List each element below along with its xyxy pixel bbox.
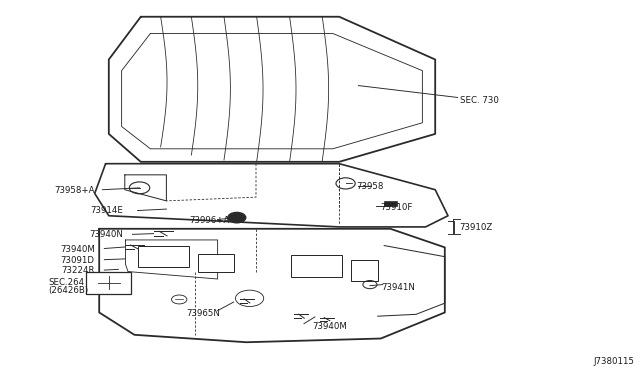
Text: 73941N: 73941N (381, 283, 415, 292)
Bar (291, 255, 342, 277)
Text: 73996+A: 73996+A (189, 216, 229, 225)
Text: (26426B): (26426B) (48, 286, 88, 295)
Text: 73940M: 73940M (60, 245, 95, 254)
Text: 73958: 73958 (356, 182, 384, 191)
Text: 73910Z: 73910Z (459, 223, 492, 232)
Bar (384, 201, 397, 206)
Bar (351, 260, 378, 281)
Text: SEC.264: SEC.264 (48, 278, 84, 287)
Text: 73224R: 73224R (61, 266, 95, 275)
Bar (198, 254, 234, 272)
Bar (138, 246, 189, 267)
Text: SEC. 730: SEC. 730 (460, 96, 499, 105)
Text: 73965N: 73965N (187, 309, 220, 318)
Text: 73091D: 73091D (61, 256, 95, 265)
Text: 73940N: 73940N (90, 230, 124, 239)
Text: 73914E: 73914E (91, 206, 124, 215)
Text: 73958+A: 73958+A (54, 186, 95, 195)
Text: 73910F: 73910F (380, 203, 413, 212)
Text: J7380115: J7380115 (594, 357, 635, 366)
Text: 73940M: 73940M (312, 322, 347, 331)
Bar (86, 272, 131, 294)
Circle shape (236, 290, 264, 307)
Circle shape (228, 212, 246, 223)
